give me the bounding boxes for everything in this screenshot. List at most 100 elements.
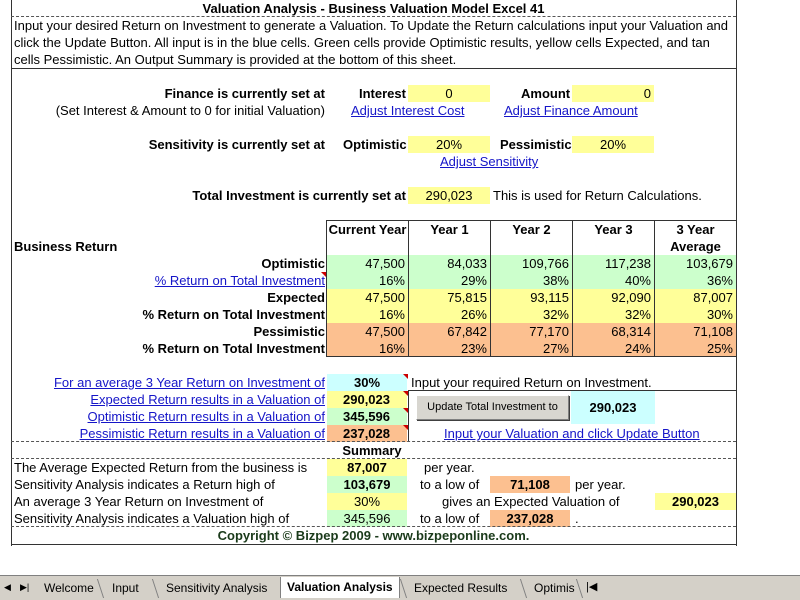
finance-note: (Set Interest & Amount to 0 for initial … [55, 103, 325, 118]
row-label-pessimistic: Pessimistic [253, 324, 325, 339]
divider [11, 441, 736, 442]
pessimistic-valuation-value: 237,028 [327, 425, 407, 442]
pessimistic-sensitivity-value: 20% [572, 136, 654, 153]
grid-line [408, 390, 736, 391]
table-cell-expected: 75,815 [409, 289, 490, 306]
table-cell-optimistic: 103,679 [655, 255, 736, 272]
row-label-optimistic-percent[interactable]: % Return on Total Investment [154, 273, 325, 288]
summary-line2-mid: to a low of [420, 477, 480, 492]
investment-value: 290,023 [408, 187, 490, 204]
update-valuation-input[interactable]: 290,023 [571, 391, 655, 424]
investment-note: This is used for Return Calculations. [493, 188, 702, 203]
avg-return-input[interactable]: 30% [327, 374, 407, 391]
table-cell-expected-percent: 32% [573, 306, 654, 323]
comment-indicator [403, 408, 408, 413]
table-cell-optimistic-percent: 29% [409, 272, 490, 289]
comment-indicator [403, 425, 408, 430]
row-label-expected: Expected [267, 290, 325, 305]
pessimistic-valuation-label[interactable]: Pessimistic Return results in a Valuatio… [79, 426, 325, 441]
scroll-last-tab-icon[interactable]: ▶| [20, 582, 30, 592]
adjust-sensitivity-link[interactable]: Adjust Sensitivity [440, 154, 539, 169]
summary-valuation-low: 237,028 [490, 510, 570, 527]
table-cell-expected: 47,500 [327, 289, 408, 306]
table-cell-optimistic-percent: 40% [573, 272, 654, 289]
summary-line4-end: . [575, 511, 579, 526]
tab-valuation-analysis[interactable]: Valuation Analysis [280, 577, 400, 598]
avg-return-note: Input your required Return on Investment… [411, 375, 652, 390]
business-return-label: Business Return [14, 239, 118, 254]
table-cell-expected: 92,090 [573, 289, 654, 306]
comment-indicator [321, 272, 326, 277]
divider [11, 544, 736, 545]
summary-return-low: 71,108 [490, 476, 570, 493]
avg-return-label[interactable]: For an average 3 Year Return on Investme… [53, 375, 325, 390]
divider [11, 16, 736, 17]
table-cell-expected-percent: 26% [409, 306, 490, 323]
sheet-tab-bar: ◀ ▶| Welcome Input Sensitivity Analysis … [0, 575, 800, 600]
page-title: Valuation Analysis - Business Valuation … [202, 1, 545, 16]
summary-line4-label: Sensitivity Analysis indicates a Valuati… [14, 511, 290, 526]
table-cell-optimistic-percent: 38% [491, 272, 572, 289]
optimistic-valuation-label[interactable]: Optimistic Return results in a Valuation… [87, 409, 325, 424]
summary-line1-label: The Average Expected Return from the bus… [14, 460, 308, 475]
table-cell-pessimistic: 77,170 [491, 323, 572, 340]
interest-label: Interest [359, 86, 406, 101]
sensitivity-label: Sensitivity is currently set at [148, 137, 325, 152]
tab-separator [519, 579, 528, 598]
summary-line2-label: Sensitivity Analysis indicates a Return … [14, 477, 275, 492]
table-cell-optimistic: 84,033 [409, 255, 490, 272]
table-cell-pessimistic-percent: 27% [491, 340, 572, 357]
grid-line [654, 220, 655, 357]
tab-sensitivity-analysis[interactable]: Sensitivity Analysis [166, 581, 268, 595]
table-cell-optimistic-percent: 16% [327, 272, 408, 289]
comment-indicator [403, 374, 408, 379]
adjust-amount-link[interactable]: Adjust Finance Amount [504, 103, 638, 118]
expected-valuation-value: 290,023 [327, 391, 407, 408]
table-cell-pessimistic-percent: 16% [327, 340, 408, 357]
tab-separator [151, 579, 160, 598]
grid-line [408, 390, 409, 442]
intro-text-line2: click the Update Button. All input is in… [14, 35, 710, 50]
summary-line3-mid: gives an Expected Valuation of [442, 494, 620, 509]
grid-line [572, 220, 573, 357]
table-cell-expected-percent: 30% [655, 306, 736, 323]
tab-scroll-icon[interactable]: |◀ [586, 581, 598, 593]
tab-optimistic[interactable]: Optimis [534, 581, 575, 595]
table-cell-pessimistic: 47,500 [327, 323, 408, 340]
grid-line [326, 220, 327, 357]
table-cell-pessimistic: 67,842 [409, 323, 490, 340]
sheet-right-border [736, 0, 737, 546]
row-label-expected-percent: % Return on Total Investment [142, 307, 326, 322]
summary-line4-mid: to a low of [420, 511, 480, 526]
table-cell-expected: 93,115 [491, 289, 572, 306]
update-instructions-link[interactable]: Input your Valuation and click Update Bu… [444, 426, 700, 441]
header-3-year-average: 3 Year Average [670, 222, 721, 254]
intro-text-line1: Input your desired Return on Investment … [14, 18, 729, 33]
header-year-2: Year 2 [512, 222, 551, 237]
summary-title: Summary [342, 443, 402, 458]
divider [11, 526, 736, 527]
table-cell-pessimistic-percent: 23% [409, 340, 490, 357]
update-investment-button[interactable]: Update Total Investment to [416, 395, 569, 420]
expected-valuation-label[interactable]: Expected Return results in a Valuation o… [90, 392, 325, 407]
amount-label: Amount [521, 86, 571, 101]
scroll-first-tab-icon[interactable]: ◀ [4, 582, 11, 592]
grid-line [408, 220, 409, 357]
tab-expected-results[interactable]: Expected Results [414, 581, 508, 595]
header-year-1: Year 1 [430, 222, 469, 237]
table-cell-optimistic: 109,766 [491, 255, 572, 272]
copyright: Copyright © Bizpep 2009 - www.bizpeponli… [217, 528, 530, 543]
summary-expected-valuation: 290,023 [655, 493, 736, 510]
intro-text-line3: cells Pessimistic. An Output Summary is … [14, 52, 457, 67]
optimistic-label: Optimistic [343, 137, 407, 152]
tab-welcome[interactable]: Welcome [44, 581, 94, 595]
tab-input[interactable]: Input [112, 581, 139, 595]
amount-value: 0 [572, 85, 654, 102]
finance-label: Finance is currently set at [164, 86, 325, 101]
optimistic-valuation-value: 345,596 [327, 408, 407, 425]
adjust-interest-link[interactable]: Adjust Interest Cost [351, 103, 465, 118]
tab-separator [399, 579, 408, 598]
table-cell-expected-percent: 32% [491, 306, 572, 323]
table-cell-pessimistic: 71,108 [655, 323, 736, 340]
investment-label: Total Investment is currently set at [192, 188, 406, 203]
